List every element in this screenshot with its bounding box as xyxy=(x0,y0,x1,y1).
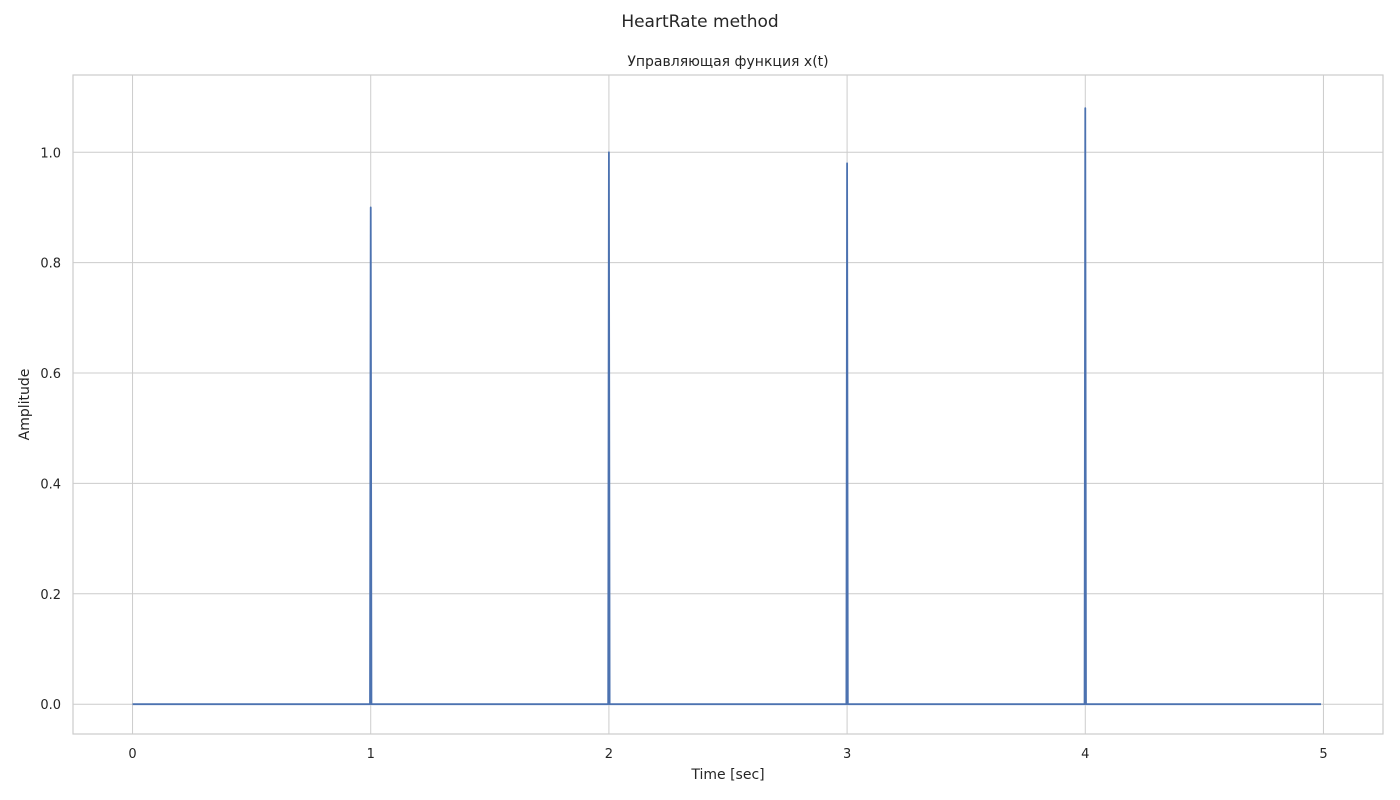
y-tick-label: 0.8 xyxy=(40,257,61,272)
y-axis-label: Amplitude xyxy=(17,369,33,441)
axes-frame xyxy=(72,74,1384,735)
x-tick-label: 3 xyxy=(843,747,851,762)
x-tick-label: 0 xyxy=(128,747,136,762)
figure-suptitle: HeartRate method xyxy=(621,12,779,32)
x-axis-label: Time [sec] xyxy=(690,767,764,783)
x-tick-label: 1 xyxy=(367,747,375,762)
grid-lines xyxy=(73,75,1383,734)
x-tick-label: 5 xyxy=(1319,747,1327,762)
chart-title: Управляющая функция x(t) xyxy=(627,54,828,70)
y-tick-label: 1.0 xyxy=(40,146,61,161)
y-tick-labels: 0.0 0.2 0.4 0.6 0.8 1.0 xyxy=(40,146,61,713)
x-tick-labels: 0 1 2 3 4 5 xyxy=(128,747,1327,762)
plot-area xyxy=(132,107,1322,706)
y-tick-label: 0.4 xyxy=(40,477,61,492)
y-tick-label: 0.2 xyxy=(40,588,61,603)
x-tick-label: 2 xyxy=(605,747,613,762)
series-line xyxy=(132,107,1322,706)
y-tick-label: 0.0 xyxy=(40,698,61,713)
x-tick-label: 4 xyxy=(1081,747,1089,762)
y-tick-label: 0.6 xyxy=(40,367,61,382)
